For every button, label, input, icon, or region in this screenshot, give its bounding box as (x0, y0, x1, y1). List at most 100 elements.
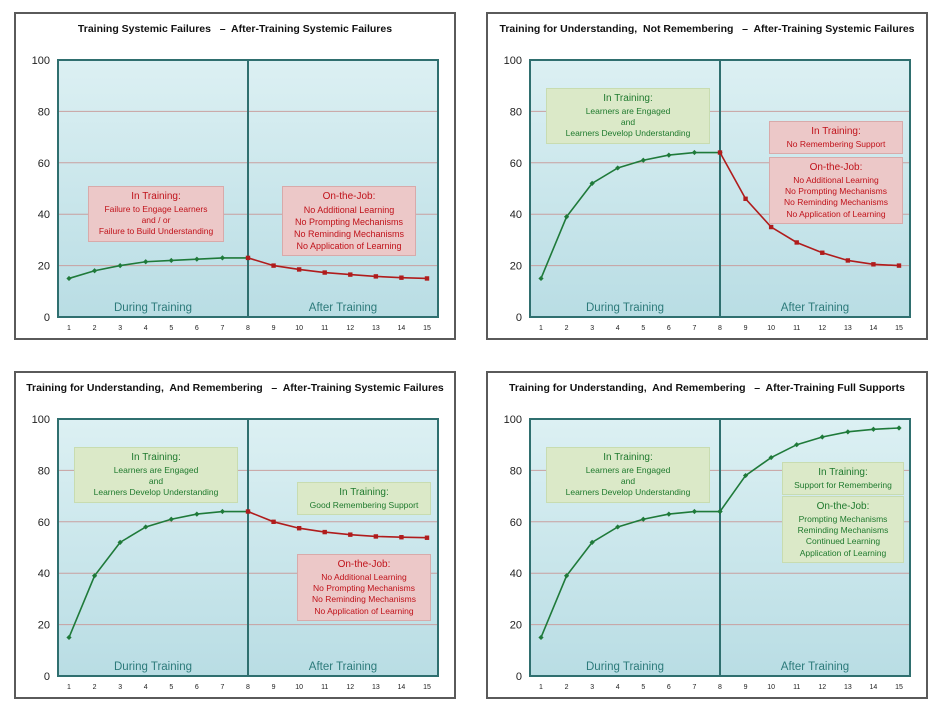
note-header: On-the-Job: (816, 501, 870, 512)
data-point (66, 634, 72, 641)
x-tick-label: 9 (272, 325, 276, 332)
y-tick-label: 0 (44, 671, 50, 683)
note-line: No Additional Learning (303, 204, 395, 215)
x-tick-label: 7 (220, 684, 224, 691)
series-line (68, 257, 248, 280)
x-tick-label: 12 (818, 325, 826, 332)
data-point (424, 276, 430, 281)
data-point (640, 157, 646, 163)
x-tick-label: 1 (539, 325, 543, 332)
x-tick-label: 1 (67, 684, 71, 691)
note-header: In Training: (603, 93, 653, 104)
note-header: On-the-Job: (809, 162, 863, 173)
x-tick-label: 7 (692, 325, 696, 332)
y-tick-label: 100 (504, 414, 522, 426)
x-tick-label: 7 (692, 684, 696, 691)
x-tick-label: 1 (539, 684, 543, 691)
x-tick-label: 13 (372, 684, 380, 691)
data-point (538, 634, 544, 641)
in-training-note: In Training: Failure to Engage Learners … (88, 186, 224, 242)
x-tick-label: 2 (93, 325, 97, 332)
data-point (768, 454, 774, 461)
data-point (322, 529, 327, 535)
in-training-note: In Training: Learners are Engaged and Le… (546, 447, 710, 503)
x-tick-label: 9 (744, 684, 748, 691)
note-line: No Additional Learning (793, 174, 879, 185)
data-point (743, 196, 748, 201)
x-tick-label: 14 (398, 325, 406, 332)
x-tick-label: 15 (423, 684, 431, 691)
data-point (117, 539, 123, 545)
y-tick-label: 20 (510, 261, 522, 273)
x-tick-label: 15 (895, 325, 903, 332)
x-tick-label: 9 (272, 684, 276, 691)
x-tick-label: 3 (590, 325, 594, 332)
y-tick-label: 80 (38, 465, 50, 477)
note-line: No Additional Learning (321, 571, 407, 582)
data-point (373, 274, 379, 279)
data-point (794, 442, 800, 448)
note-line: Support for Remembering (794, 479, 892, 490)
x-tick-label: 2 (565, 684, 569, 691)
data-point (348, 532, 353, 537)
note-line: Failure to Build Understanding (98, 226, 214, 237)
x-tick-label: 7 (220, 325, 224, 332)
region-label-during: During Training (114, 661, 192, 673)
note-line: No Reminding Mechanisms (293, 228, 405, 239)
y-tick-label: 40 (510, 568, 522, 580)
chart-panel-2: Training for Understanding, Not Remember… (486, 12, 928, 340)
region-label-after: After Training (781, 302, 849, 314)
data-point (296, 526, 302, 531)
region-label-during: During Training (114, 302, 192, 314)
x-tick-label: 2 (565, 325, 569, 332)
x-tick-label: 2 (93, 684, 97, 691)
note-line: No Reminding Mechanisms (784, 197, 888, 208)
chart-panel-1: Training Systemic Failures – After-Train… (14, 12, 456, 340)
data-point (348, 272, 353, 277)
x-tick-label: 15 (423, 325, 431, 332)
note-line: No Application of Learning (786, 208, 886, 219)
data-point (615, 524, 621, 530)
series-line (247, 257, 428, 280)
x-tick-label: 4 (144, 684, 148, 691)
data-point (219, 508, 226, 515)
note-header: In Training: (603, 452, 653, 463)
note-line: Learners are Engaged (113, 464, 199, 475)
note-line: Learners Develop Understanding (565, 487, 691, 498)
data-point (896, 425, 902, 431)
x-tick-label: 6 (195, 325, 199, 332)
y-tick-label: 0 (44, 312, 50, 324)
data-point (871, 262, 876, 267)
series-line (540, 510, 720, 638)
x-tick-label: 4 (616, 684, 620, 691)
note-line: Learners Develop Understanding (565, 128, 691, 139)
note-header: On-the-Job: (337, 559, 391, 570)
data-point (194, 511, 200, 517)
y-tick-label: 20 (38, 261, 50, 273)
x-tick-label: 5 (641, 684, 645, 691)
series-line (719, 427, 900, 512)
remembering-note: In Training: Support for Remembering (782, 462, 904, 495)
y-tick-label: 60 (510, 517, 522, 529)
on-the-job-note: On-the-Job: No Additional Learning No Pr… (297, 554, 431, 622)
data-point (538, 275, 544, 282)
data-point (615, 165, 621, 171)
note-header: In Training: (818, 467, 868, 478)
region-label-after: After Training (781, 661, 849, 673)
x-tick-label: 5 (169, 684, 173, 691)
x-tick-label: 9 (744, 325, 748, 332)
x-tick-label: 8 (246, 325, 250, 332)
data-point (66, 275, 72, 282)
on-the-job-note: On-the-Job: Prompting Mechanisms Remindi… (782, 496, 904, 564)
x-tick-label: 10 (767, 325, 775, 332)
in-training-note: In Training: Learners are Engaged and Le… (74, 447, 238, 503)
chart-panel-3: Training for Understanding, And Remember… (14, 371, 456, 699)
data-point (322, 270, 327, 275)
data-point (296, 267, 302, 272)
x-tick-label: 10 (767, 684, 775, 691)
x-tick-label: 6 (195, 684, 199, 691)
y-tick-label: 20 (510, 620, 522, 632)
note-header: In Training: (131, 191, 181, 202)
remembering-note: In Training: No Remembering Support (769, 121, 903, 154)
x-tick-label: 14 (870, 325, 878, 332)
